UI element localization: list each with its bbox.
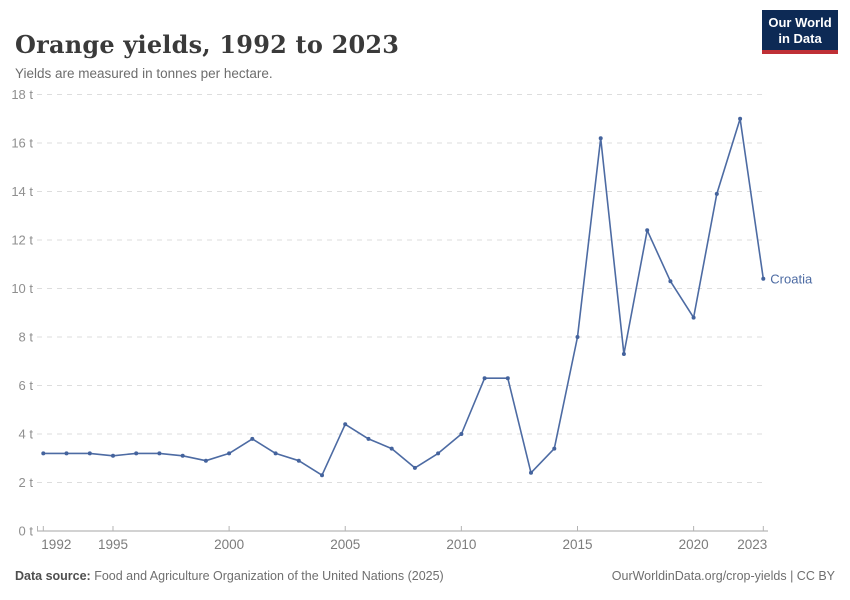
x-tick-label-2010: 2010 [446, 537, 476, 552]
data-point-croatia-1996[interactable] [134, 451, 139, 456]
data-point-croatia-2008[interactable] [412, 465, 417, 470]
y-tick-label-0: 0 t [19, 524, 34, 539]
citation-link[interactable]: OurWorldinData.org/crop-yields | CC BY [611, 569, 835, 583]
y-tick-label-8: 8 t [19, 330, 34, 345]
chart-title: Orange yields, 1992 to 2023 [15, 30, 400, 60]
series-label-croatia[interactable]: Croatia [770, 271, 813, 286]
x-tick-label-2000: 2000 [214, 537, 244, 552]
data-point-croatia-2002[interactable] [273, 451, 278, 456]
x-tick-label-1995: 1995 [98, 537, 128, 552]
data-point-croatia-2018[interactable] [645, 228, 650, 233]
y-tick-label-18: 18 t [11, 87, 33, 102]
y-tick-label-4: 4 t [19, 427, 34, 442]
y-tick-label-12: 12 t [11, 233, 33, 248]
y-tick-label-2: 2 t [19, 475, 34, 490]
data-point-croatia-2003[interactable] [296, 458, 301, 463]
data-point-croatia-2017[interactable] [621, 352, 626, 356]
chart-subtitle: Yields are measured in tonnes per hectar… [15, 65, 273, 81]
data-point-croatia-2011[interactable] [482, 376, 487, 381]
line-series-croatia[interactable] [42, 118, 765, 476]
data-point-croatia-1993[interactable] [64, 451, 69, 456]
data-point-croatia-2014[interactable] [552, 446, 557, 451]
data-source-label: Data source: [15, 569, 91, 583]
data-point-croatia-2013[interactable] [529, 470, 533, 475]
data-point-croatia-2020[interactable] [691, 315, 696, 320]
x-tick-label-2005: 2005 [330, 537, 360, 552]
data-point-croatia-2009[interactable] [436, 451, 441, 456]
data-point-croatia-2006[interactable] [366, 436, 371, 441]
data-point-croatia-1999[interactable] [203, 458, 208, 463]
data-source-text: Food and Agriculture Organization of the… [90, 569, 444, 583]
data-point-croatia-2019[interactable] [668, 279, 673, 284]
data-point-croatia-2023[interactable] [761, 276, 766, 281]
x-tick-label-2015: 2015 [562, 537, 592, 552]
chart-footer: Data source: Food and Agriculture Organi… [15, 569, 835, 583]
data-point-croatia-1992[interactable] [41, 451, 46, 456]
data-point-croatia-2010[interactable] [459, 432, 464, 436]
x-tick-label-2023: 2023 [737, 537, 767, 552]
data-point-croatia-1995[interactable] [111, 453, 115, 458]
data-point-croatia-2012[interactable] [505, 376, 510, 381]
data-point-croatia-2001[interactable] [250, 436, 255, 441]
y-tick-label-16: 16 t [11, 136, 33, 151]
data-point-croatia-1997[interactable] [157, 451, 162, 456]
data-point-croatia-2015[interactable] [575, 335, 580, 339]
data-source-note: Data source: Food and Agriculture Organi… [15, 569, 444, 583]
data-point-croatia-1994[interactable] [87, 451, 92, 456]
data-point-croatia-2000[interactable] [227, 451, 232, 456]
owid-logo[interactable]: Our World in Data [762, 10, 838, 55]
x-tick-label-1992: 1992 [41, 537, 71, 552]
owid-logo-line2: in Data [778, 30, 822, 46]
y-tick-label-10: 10 t [11, 281, 33, 296]
data-point-croatia-2005[interactable] [343, 422, 348, 427]
x-tick-label-2020: 2020 [679, 537, 709, 552]
data-point-croatia-2004[interactable] [320, 473, 324, 478]
data-point-croatia-2016[interactable] [598, 136, 603, 141]
owid-logo-line1: Our World [768, 15, 832, 30]
y-tick-label-6: 6 t [19, 378, 34, 393]
data-point-croatia-1998[interactable] [180, 453, 185, 458]
data-point-croatia-2022[interactable] [738, 116, 743, 121]
y-tick-label-14: 14 t [11, 184, 33, 199]
data-point-croatia-2007[interactable] [389, 446, 394, 451]
data-point-croatia-2021[interactable] [714, 191, 719, 196]
